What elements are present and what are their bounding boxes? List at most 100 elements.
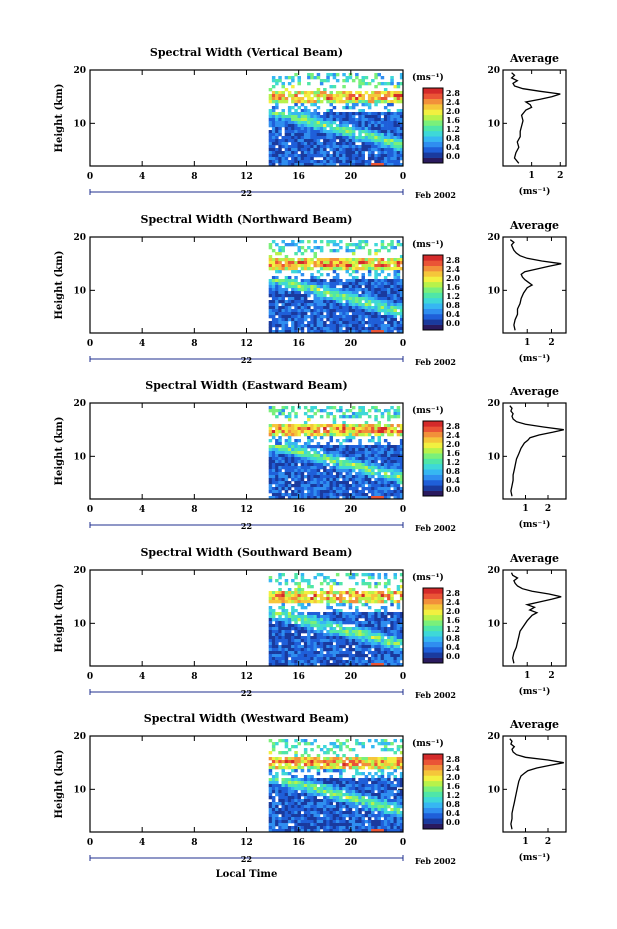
heatmap-cell	[297, 285, 301, 289]
x-tick-label: 20	[345, 505, 358, 515]
heatmap-cell	[399, 94, 404, 98]
heatmap-cell	[294, 154, 298, 158]
heatmap-cell	[351, 157, 356, 161]
heatmap-cell	[355, 330, 359, 334]
heatmap-cell	[329, 600, 333, 604]
heatmap-cell	[307, 424, 311, 428]
heatmap-cell	[377, 442, 381, 446]
heatmap-cell	[326, 109, 330, 113]
heatmap-cell	[371, 463, 375, 467]
heatmap-cell	[271, 97, 276, 101]
heatmap-cell	[345, 475, 349, 479]
heatmap-cell	[374, 630, 378, 634]
heatmap-cell	[303, 751, 308, 755]
heatmap-cell	[275, 772, 279, 776]
heatmap-cell	[383, 469, 388, 473]
heatmap-cell	[387, 264, 391, 268]
heatmap-cell	[361, 121, 365, 125]
heatmap-cell	[393, 306, 397, 310]
heatmap-cell	[399, 288, 404, 292]
heatmap-cell	[383, 654, 388, 658]
heatmap-cell	[332, 817, 337, 821]
colorbar-segment	[423, 479, 443, 486]
heatmap-cell	[351, 151, 356, 155]
heatmap-cell	[361, 157, 365, 161]
heatmap-cell	[300, 496, 305, 500]
heatmap-cell	[297, 139, 301, 143]
heatmap-cell	[339, 802, 343, 806]
heatmap-cell	[335, 475, 340, 479]
heatmap-cell	[284, 633, 289, 637]
heatmap-cell	[374, 627, 378, 631]
heatmap-cell	[297, 660, 301, 664]
heatmap-cell	[307, 91, 311, 95]
heatmap-cell	[355, 297, 359, 301]
heatmap-cell	[335, 760, 340, 764]
heatmap-cell	[323, 612, 327, 616]
heatmap-cell	[351, 576, 356, 580]
heatmap-cell	[323, 327, 327, 331]
heatmap-cell	[329, 615, 333, 619]
heatmap-cell	[377, 621, 381, 625]
heatmap-cell	[319, 484, 324, 488]
heatmap-cell	[284, 490, 289, 494]
heatmap-cell	[383, 88, 388, 92]
heatmap-cell	[335, 460, 340, 464]
heatmap-cell	[371, 439, 375, 443]
heatmap-cell	[287, 612, 292, 616]
heatmap-cell	[335, 457, 340, 461]
heatmap-cell	[351, 142, 356, 146]
heatmap-cell	[358, 615, 362, 619]
heatmap-cell	[371, 490, 375, 494]
heatmap-cell	[307, 160, 311, 164]
heatmap-cell	[358, 82, 362, 86]
heatmap-cell	[287, 591, 292, 595]
heatmap-cell	[268, 94, 273, 98]
heatmap-cell	[358, 118, 362, 122]
heatmap-cell	[319, 654, 324, 658]
heatmap-cell	[287, 654, 292, 658]
heatmap-cell	[358, 282, 362, 286]
heatmap-cell	[329, 496, 333, 500]
heatmap-cell	[300, 160, 305, 164]
heatmap-cell	[303, 793, 308, 797]
heatmap-cell	[307, 442, 311, 446]
heatmap-cell	[367, 451, 372, 455]
heatmap-cell	[278, 157, 282, 161]
heatmap-cell	[291, 327, 295, 331]
heatmap-cell	[355, 627, 359, 631]
heatmap-cell	[393, 454, 397, 458]
heatmap-cell	[380, 270, 385, 274]
heatmap-cell	[364, 624, 369, 628]
heatmap-cell	[316, 642, 321, 646]
heatmap-cell	[383, 409, 388, 413]
heatmap-cell	[323, 151, 327, 155]
heatmap-cell	[383, 112, 388, 116]
heatmap-cell	[316, 808, 321, 812]
heatmap-cell	[361, 330, 365, 334]
heatmap-cell	[294, 472, 298, 476]
heatmap-cell	[335, 636, 340, 640]
heatmap-cell	[371, 279, 375, 283]
heatmap-cell	[313, 303, 317, 307]
heatmap-cell	[390, 246, 394, 250]
heatmap-cell	[396, 636, 401, 640]
panel-title: Spectral Width (Westward Beam)	[144, 712, 349, 725]
heatmap-cell	[371, 624, 375, 628]
heatmap-cell	[275, 79, 279, 83]
heatmap-cell	[316, 645, 321, 649]
heatmap-cell	[377, 303, 381, 307]
heatmap-cell	[291, 615, 295, 619]
heatmap-cell	[355, 478, 359, 482]
heatmap-cell	[319, 636, 324, 640]
heatmap-cell	[316, 112, 321, 116]
colorbar-segment	[423, 88, 443, 94]
heatmap-cell	[348, 802, 353, 806]
heatmap-cell	[358, 309, 362, 313]
heatmap-cell	[271, 775, 276, 779]
heatmap-cell	[371, 600, 375, 604]
heatmap-cell	[358, 787, 362, 791]
heatmap-cell	[268, 469, 273, 473]
heatmap-cell	[300, 624, 305, 628]
heatmap-cell	[268, 642, 273, 646]
